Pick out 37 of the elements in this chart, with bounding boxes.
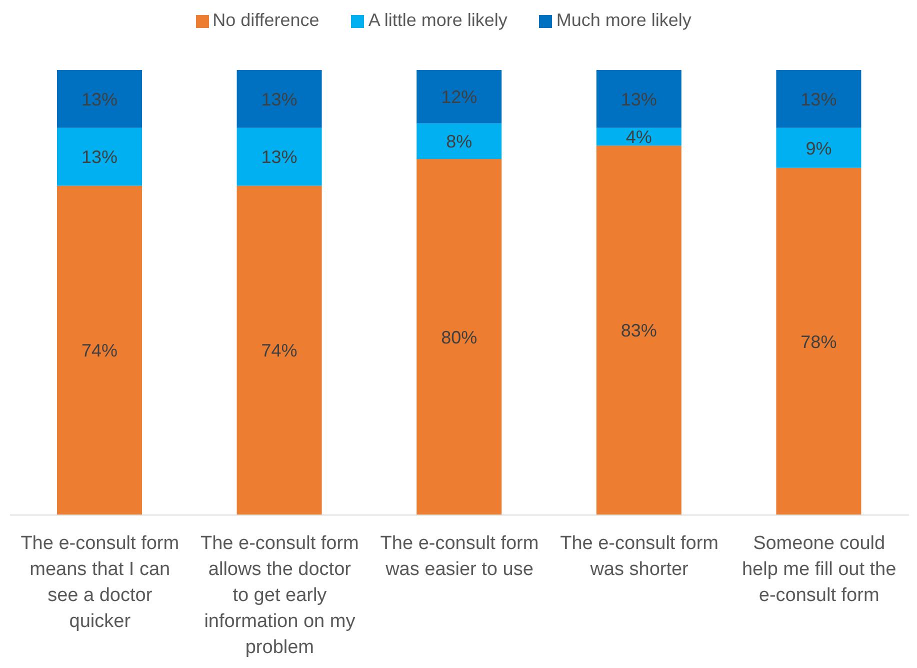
bar [776, 70, 862, 128]
data-label: 12% [441, 87, 478, 108]
x-tick-label: The e-consult form was easier to use [380, 533, 539, 580]
x-tick-label: The e-consult form was shorter [560, 533, 719, 580]
bar [57, 186, 142, 515]
data-label: 74% [81, 340, 118, 361]
bar [57, 70, 142, 128]
x-tick-label: Someone could help me fill out the e-consult form [742, 533, 896, 606]
bar [776, 128, 862, 168]
data-label: 13% [620, 89, 657, 110]
bar [236, 70, 322, 128]
bar [416, 70, 502, 124]
data-label: 13% [81, 89, 118, 110]
bar [236, 186, 322, 515]
bar [596, 146, 682, 515]
bar [57, 128, 142, 186]
data-label: 4% [626, 127, 652, 148]
data-label: 9% [806, 138, 832, 158]
data-label: 13% [800, 89, 837, 110]
data-label: 80% [441, 327, 478, 348]
legend-label: A little more likely [368, 10, 508, 30]
bar [776, 168, 862, 515]
x-tick-label: The e-consult form means that I can see a doctor quicker [20, 533, 180, 632]
legend-label: Much more likely [556, 10, 692, 30]
legend-label: No difference [212, 10, 320, 30]
data-label: 13% [261, 89, 298, 110]
data-label: 13% [261, 147, 298, 168]
data-label: 13% [81, 147, 118, 168]
data-label: 74% [261, 340, 298, 361]
x-tick-label: The e-consult form allows the doctor to get early information on my problem [200, 533, 359, 658]
bar [416, 123, 502, 159]
bar [596, 70, 682, 128]
bar [416, 159, 502, 515]
bar [236, 128, 322, 186]
data-label: 78% [800, 332, 837, 352]
data-label: 83% [620, 320, 657, 341]
data-label: 8% [446, 132, 472, 152]
